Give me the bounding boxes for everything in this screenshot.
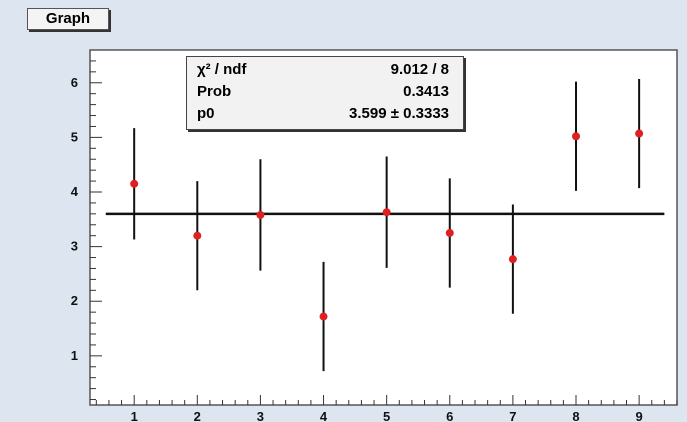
- y-tick-label: 4: [71, 184, 79, 199]
- x-tick-label: 7: [509, 409, 516, 422]
- data-point: [193, 231, 202, 240]
- x-tick-label: 4: [320, 409, 328, 422]
- y-tick-label: 1: [71, 348, 78, 363]
- stats-value-p0: 3.599 ± 0.3333: [349, 105, 449, 122]
- stats-key-chi2: χ² / ndf: [197, 61, 247, 78]
- x-tick-label: 5: [383, 409, 390, 422]
- fit-statistics-box: χ² / ndf 9.012 / 8 Prob 0.3413 p0 3.599 …: [186, 56, 464, 130]
- data-point: [382, 208, 391, 217]
- data-point: [508, 255, 517, 264]
- data-point: [130, 179, 139, 188]
- x-tick-label: 1: [131, 409, 138, 422]
- stats-value-chi2: 9.012 / 8: [390, 61, 449, 78]
- data-point: [572, 132, 581, 141]
- x-tick-label: 3: [257, 409, 264, 422]
- y-tick-label: 2: [71, 293, 78, 308]
- data-point: [256, 210, 265, 219]
- stats-key-p0: p0: [197, 105, 215, 122]
- x-tick-label: 9: [636, 409, 643, 422]
- axes: 1 2 3 4 5 6 7 8 9 1 2 3 4 5 6: [71, 60, 678, 422]
- x-tick-label: 2: [194, 409, 201, 422]
- stats-key-prob: Prob: [197, 83, 232, 100]
- y-tick-label: 6: [71, 75, 78, 90]
- data-marks: [105, 78, 665, 372]
- y-tick-label: 5: [71, 129, 78, 144]
- stats-row-chi2: χ² / ndf 9.012 / 8: [187, 59, 463, 81]
- x-tick-label: 8: [572, 409, 579, 422]
- graph-title-button[interactable]: Graph: [27, 8, 109, 30]
- stats-row-prob: Prob 0.3413: [187, 81, 463, 103]
- data-point: [635, 129, 644, 138]
- stats-value-prob: 0.3413: [403, 83, 449, 100]
- y-tick-label: 3: [71, 239, 78, 254]
- data-point: [319, 312, 328, 321]
- stats-row-p0: p0 3.599 ± 0.3333: [187, 103, 463, 125]
- x-tick-label: 6: [446, 409, 453, 422]
- data-point: [445, 228, 454, 237]
